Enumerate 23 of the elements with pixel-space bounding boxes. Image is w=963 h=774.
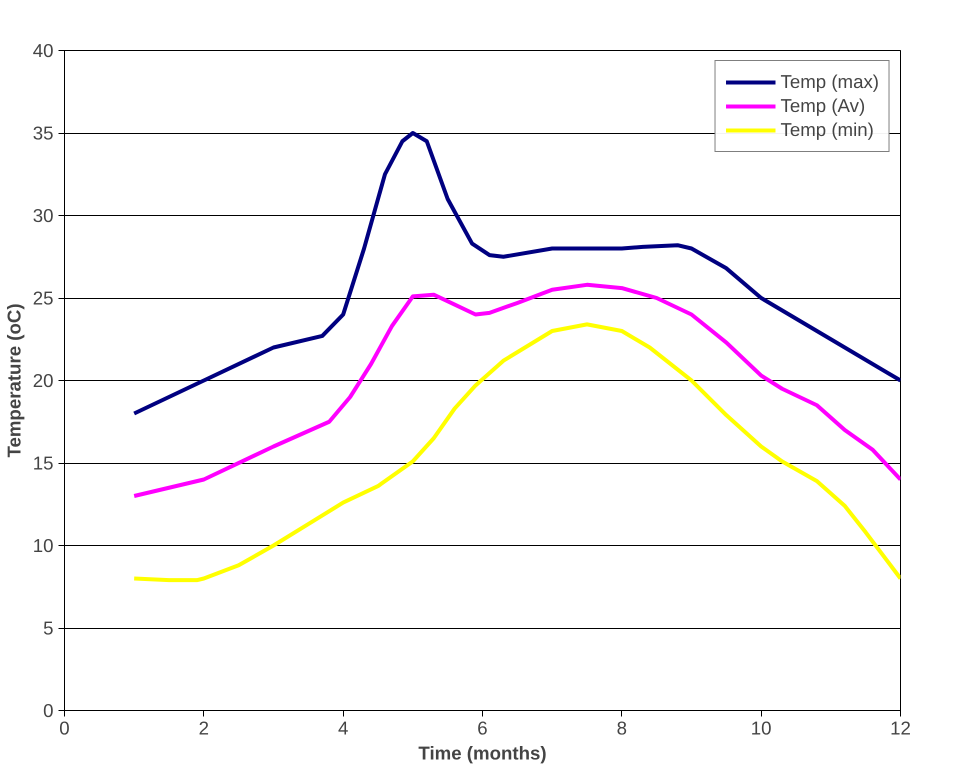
y-tick-label: 25 <box>32 288 54 308</box>
x-tick-label: 12 <box>890 718 911 738</box>
y-tick-label: 0 <box>43 700 54 721</box>
y-tick-label: 40 <box>32 40 54 61</box>
legend-label: Temp (min) <box>780 119 874 141</box>
x-tick-label: 2 <box>198 718 210 738</box>
x-tick-label: 6 <box>477 718 488 738</box>
y-tick-label: 15 <box>32 452 54 474</box>
line-series <box>132 282 900 498</box>
y-tick-label: 20 <box>32 370 54 391</box>
x-tick-label: 0 <box>59 718 70 738</box>
x-axis-title: Time (months) <box>418 742 547 764</box>
x-tick-label: 8 <box>616 718 628 738</box>
y-tick-label: 10 <box>32 535 54 556</box>
legend-label: Temp (max) <box>780 71 879 93</box>
legend-label: Temp (Av) <box>780 95 866 117</box>
line-series <box>132 322 900 582</box>
y-tick-label: 5 <box>43 618 54 638</box>
y-axis-title: Temperature (oC) <box>4 303 25 458</box>
y-tick-label: 30 <box>32 205 54 226</box>
y-tick-label: 35 <box>32 122 54 144</box>
x-tick-label: 10 <box>750 718 772 738</box>
x-tick-label: 4 <box>338 718 348 738</box>
